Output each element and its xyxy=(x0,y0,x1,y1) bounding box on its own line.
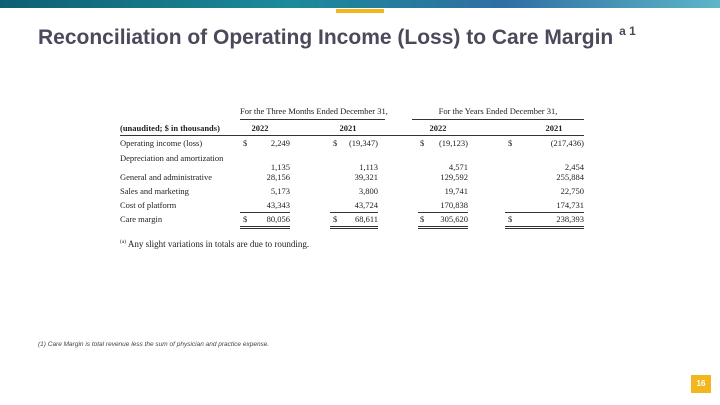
footnote: (1) Care Margin is total revenue less th… xyxy=(38,341,270,348)
row-label: Care margin xyxy=(120,214,163,224)
rule xyxy=(330,228,378,229)
cell-value: 255,884 xyxy=(556,172,584,182)
rule xyxy=(418,228,468,229)
row-label: Depreciation and amortization xyxy=(120,153,224,163)
currency-sign: $ xyxy=(508,214,513,224)
row-label: Sales and marketing xyxy=(120,186,189,196)
cell-value: (217,436) xyxy=(550,138,584,148)
rule xyxy=(505,212,584,213)
row-label: Cost of platform xyxy=(120,200,177,210)
title-sup: a 1 xyxy=(619,24,636,38)
note-text: Any slight variations in totals are due … xyxy=(127,239,310,249)
rule xyxy=(240,228,290,229)
cell-value: 2,454 xyxy=(564,162,584,172)
cell-value: 170,838 xyxy=(440,200,468,210)
cell-value: 19,741 xyxy=(444,186,468,196)
cell-value: 4,571 xyxy=(448,162,468,172)
title: Reconciliation of Operating Income (Loss… xyxy=(38,24,636,50)
cell-value: 43,724 xyxy=(354,200,378,210)
units-label: (unaudited; $ in thousands) xyxy=(120,123,220,133)
cell-value: 22,750 xyxy=(560,186,584,196)
column-header: 2021 xyxy=(339,123,357,133)
currency-sign: $ xyxy=(508,138,513,148)
note-marker: (a) xyxy=(120,239,127,245)
cell-value: 68,611 xyxy=(354,214,378,224)
cell-value: (19,123) xyxy=(438,138,468,148)
cell-value: 3,800 xyxy=(358,186,378,196)
cell-value: 2,249 xyxy=(270,138,290,148)
cell-value: (19,347) xyxy=(348,138,378,148)
accent-bar xyxy=(336,9,384,13)
rule xyxy=(240,119,385,120)
cell-value: 5,173 xyxy=(270,186,290,196)
group-header: For the Three Months Ended December 31, xyxy=(240,106,388,116)
currency-sign: $ xyxy=(243,138,248,148)
currency-sign: $ xyxy=(333,138,338,148)
page-number: 16 xyxy=(691,375,711,393)
column-header: 2022 xyxy=(429,123,447,133)
top-band xyxy=(0,0,720,8)
rule xyxy=(418,212,468,213)
cell-value: 80,056 xyxy=(266,214,290,224)
cell-value: 39,321 xyxy=(354,172,378,182)
title-text: Reconciliation of Operating Income (Loss… xyxy=(38,26,614,49)
cell-value: 43,343 xyxy=(266,200,290,210)
currency-sign: $ xyxy=(243,214,248,224)
cell-value: 1,135 xyxy=(270,162,290,172)
cell-value: 129,592 xyxy=(440,172,468,182)
currency-sign: $ xyxy=(333,214,338,224)
currency-sign: $ xyxy=(420,138,425,148)
cell-value: 238,393 xyxy=(556,214,584,224)
table-note: (a) Any slight variations in totals are … xyxy=(120,239,309,249)
row-label: General and administrative xyxy=(120,172,213,182)
cell-value: 305,620 xyxy=(440,214,468,224)
rule xyxy=(418,226,468,227)
rule xyxy=(505,226,584,227)
cell-value: 174,731 xyxy=(556,200,584,210)
rule xyxy=(330,212,378,213)
group-header: For the Years Ended December 31, xyxy=(438,106,558,116)
currency-sign: $ xyxy=(420,214,425,224)
cell-value: 1,113 xyxy=(359,162,378,172)
rule xyxy=(120,135,584,136)
rule xyxy=(505,228,584,229)
column-header: 2022 xyxy=(251,123,269,133)
row-label: Operating income (loss) xyxy=(120,138,203,148)
rule xyxy=(240,212,290,213)
cell-value: 28,156 xyxy=(266,172,290,182)
rule xyxy=(240,226,290,227)
rule xyxy=(412,119,584,120)
rule xyxy=(330,226,378,227)
column-header: 2021 xyxy=(545,123,563,133)
